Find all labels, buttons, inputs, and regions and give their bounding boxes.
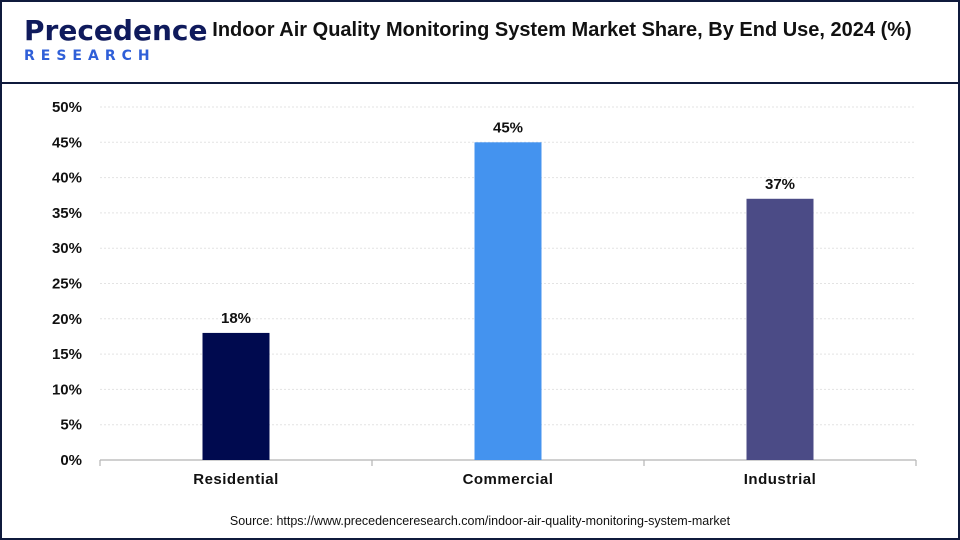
logo-subtitle: RESEARCH bbox=[24, 48, 156, 64]
bar-commercial bbox=[474, 142, 542, 461]
y-tick-label: 10% bbox=[52, 381, 82, 398]
y-tick-label: 25% bbox=[52, 276, 82, 293]
x-tick-label: Commercial bbox=[463, 471, 554, 488]
source-note: Source: https://www.precedenceresearch.c… bbox=[229, 514, 731, 528]
data-label: 37% bbox=[765, 176, 795, 193]
y-tick-label: 50% bbox=[52, 99, 82, 116]
chart-title: Indoor Air Quality Monitoring System Mar… bbox=[212, 19, 912, 41]
y-tick-label: 30% bbox=[52, 240, 82, 257]
y-tick-label: 5% bbox=[60, 417, 82, 434]
y-tick-label: 0% bbox=[60, 452, 82, 469]
bar-residential bbox=[202, 332, 270, 460]
y-tick-label: 20% bbox=[52, 311, 82, 328]
precedence-research-logo: Precedence RESEARCH bbox=[16, 14, 207, 66]
y-tick-label: 45% bbox=[52, 134, 82, 151]
logo-wordmark: Precedence bbox=[24, 14, 208, 47]
y-tick-label: 35% bbox=[52, 205, 82, 222]
bar-industrial bbox=[746, 198, 814, 460]
x-tick-label: Residential bbox=[193, 471, 279, 488]
data-label: 18% bbox=[221, 310, 251, 327]
y-tick-label: 40% bbox=[52, 170, 82, 187]
chart-header: Precedence RESEARCH Indoor Air Quality M… bbox=[2, 2, 958, 84]
x-tick-label: Industrial bbox=[744, 471, 817, 488]
data-label: 45% bbox=[493, 119, 523, 136]
y-tick-label: 15% bbox=[52, 346, 82, 363]
